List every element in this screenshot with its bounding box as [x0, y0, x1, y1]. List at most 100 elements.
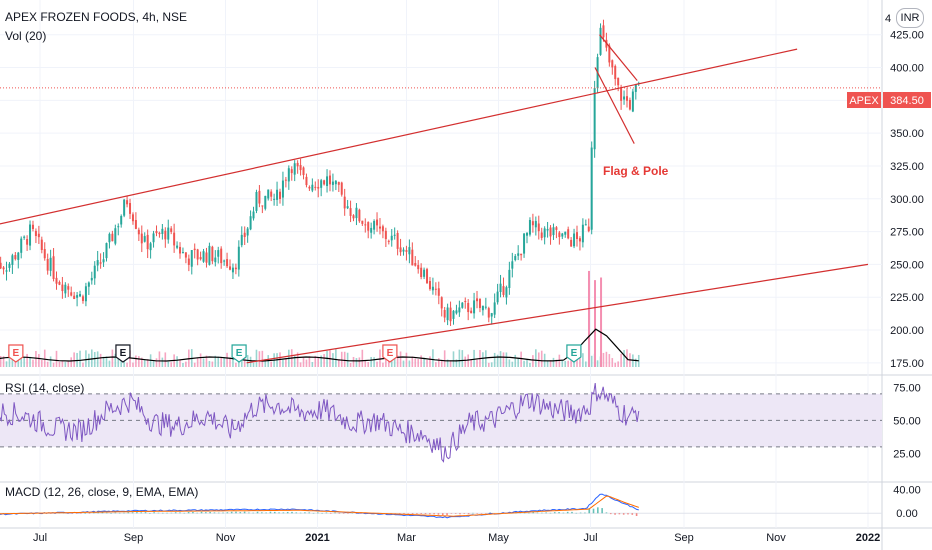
candle-body [126, 200, 129, 205]
candle-body [137, 229, 140, 235]
candle-body [96, 260, 99, 266]
trendline-channel-upper[interactable] [0, 48, 798, 225]
candle-body [549, 227, 552, 237]
macd-histogram-bar [407, 513, 410, 514]
volume-bar [499, 351, 502, 367]
volume-bar [493, 352, 496, 367]
volume-bar [470, 359, 472, 367]
candle-body [43, 249, 46, 259]
macd-histogram-bar [523, 512, 526, 514]
macd-histogram-bar [424, 513, 427, 515]
macd-histogram-bar [553, 512, 556, 514]
earnings-marker[interactable]: E [8, 344, 24, 363]
trendlines[interactable] [0, 34, 869, 364]
volume-bar [196, 357, 199, 367]
candle-body [252, 211, 255, 219]
candle-body [196, 249, 199, 260]
candle-body [534, 220, 537, 228]
trendline-flag-lower[interactable] [594, 67, 635, 144]
macd-histogram-bar [347, 513, 349, 514]
macd-histogram-bar [80, 513, 82, 514]
volume-bar [32, 359, 34, 367]
candle-body [337, 182, 340, 185]
volume-bar [382, 362, 384, 367]
volume-bar [102, 356, 105, 367]
macd-histogram-bar [269, 511, 272, 514]
earnings-marker[interactable]: E [115, 344, 131, 363]
volume-bar [88, 353, 90, 367]
macd-histogram-bar [278, 512, 280, 514]
candle-body [531, 221, 534, 226]
volume-bar [473, 349, 475, 367]
candle-body [281, 180, 284, 198]
volume-bar [396, 355, 399, 367]
candle-body [220, 248, 223, 264]
macd-histogram-bar [627, 513, 629, 515]
macd-histogram-bar [437, 513, 440, 515]
macd-histogram-bar [222, 512, 224, 514]
flag-pole-annotation: Flag & Pole [603, 164, 669, 178]
trendline-flag-upper[interactable] [599, 34, 638, 82]
candle-body [593, 88, 596, 150]
volume-bar [52, 362, 55, 367]
candle-body [20, 238, 23, 253]
currency-button[interactable]: INR [896, 8, 924, 28]
candle-body [458, 307, 461, 313]
candle-body [237, 246, 240, 270]
macd-histogram-bar [144, 512, 147, 514]
volume-bar [437, 358, 440, 367]
macd-histogram-bar [140, 512, 143, 514]
volume-bar [238, 361, 240, 367]
volume-bar [417, 359, 420, 367]
candle-body [420, 267, 423, 278]
macd-histogram-bar [480, 513, 483, 514]
earnings-marker-shape [566, 344, 582, 363]
volume-bar [152, 361, 155, 367]
candle-body [37, 233, 40, 238]
rsi-tick-label: 75.00 [893, 382, 921, 394]
earnings-marker[interactable]: E [231, 344, 247, 363]
candle-body [423, 269, 426, 277]
volume-bar [490, 362, 493, 367]
candle-body [249, 216, 252, 230]
candle-body [576, 232, 579, 239]
price-tick-label: 250.00 [890, 259, 924, 271]
volume-bar [420, 355, 422, 367]
volume-bar [182, 362, 184, 367]
candle-body [5, 270, 8, 272]
earnings-marker-shape [115, 344, 131, 363]
candle-body [278, 191, 281, 199]
volume-bar [311, 362, 314, 367]
candle-body [181, 252, 184, 254]
earnings-marker[interactable]: E [566, 344, 582, 363]
candle-body [29, 224, 32, 246]
last-price-label: APEX 384.50 [847, 92, 931, 108]
volume-bar [99, 353, 102, 367]
candle-body [55, 277, 58, 284]
candle-body [208, 245, 211, 265]
trendline-channel-lower[interactable] [246, 263, 869, 364]
candle-body [384, 230, 387, 240]
volume-bar [108, 360, 111, 367]
candle-body [373, 220, 376, 230]
macd-histogram-bar [433, 513, 435, 515]
macd-histogram-bar [192, 511, 194, 514]
candle-body [49, 257, 52, 271]
earnings-marker[interactable]: E [382, 344, 398, 363]
candle-body [620, 87, 623, 101]
volume-bar [140, 357, 143, 367]
candle-body [564, 231, 567, 235]
macd-histogram-bar [317, 512, 319, 514]
macd-histogram-bar [622, 513, 625, 515]
volume-bar [296, 352, 299, 367]
volume-ma-line [0, 328, 639, 362]
time-tick-label: Mar [397, 532, 416, 544]
macd-histogram-bar [485, 513, 487, 514]
candle-body [570, 239, 573, 247]
macd-histogram-bar [265, 512, 267, 514]
macd-histogram-bar [416, 513, 418, 514]
macd-histogram-bar [230, 511, 233, 514]
